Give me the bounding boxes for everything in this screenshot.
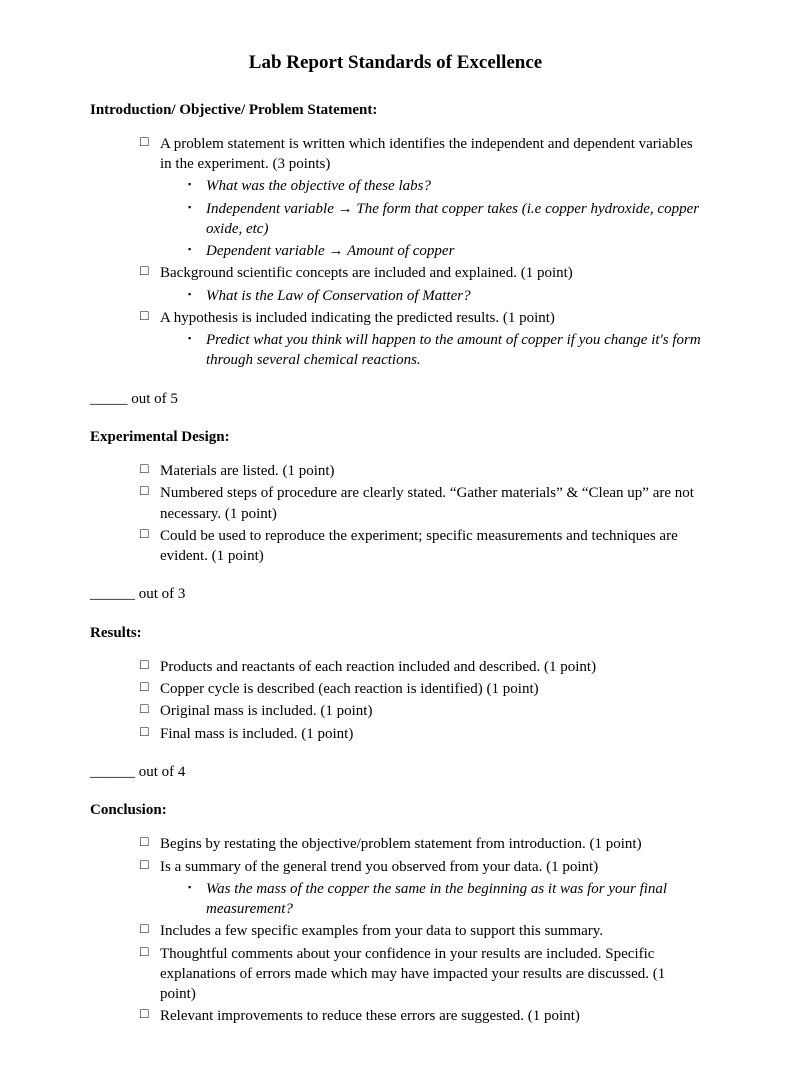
intro-item-1-sub-1: What was the objective of these labs? bbox=[188, 176, 701, 196]
intro-item-2-sub-1: What is the Law of Conservation of Matte… bbox=[188, 286, 701, 306]
results-list: Products and reactants of each reaction … bbox=[90, 657, 701, 744]
intro-item-1: A problem statement is written which ide… bbox=[140, 134, 701, 175]
intro-list: A problem statement is written which ide… bbox=[90, 134, 701, 371]
conclusion-item-2-sub-1: Was the mass of the copper the same in t… bbox=[188, 879, 701, 920]
results-item-2: Copper cycle is described (each reaction… bbox=[140, 679, 701, 699]
conclusion-item-2: Is a summary of the general trend you ob… bbox=[140, 857, 701, 877]
results-item-3: Original mass is included. (1 point) bbox=[140, 701, 701, 721]
design-item-2: Numbered steps of procedure are clearly … bbox=[140, 483, 701, 524]
page-title: Lab Report Standards of Excellence bbox=[90, 50, 701, 76]
conclusion-item-3: Includes a few specific examples from yo… bbox=[140, 921, 701, 941]
intro-item-1-sub-3: Dependent variable → Amount of copper bbox=[188, 241, 701, 261]
results-item-1: Products and reactants of each reaction … bbox=[140, 657, 701, 677]
intro-item-3: A hypothesis is included indicating the … bbox=[140, 308, 701, 328]
design-item-3: Could be used to reproduce the experimen… bbox=[140, 526, 701, 567]
intro-heading: Introduction/ Objective/ Problem Stateme… bbox=[90, 100, 701, 120]
results-score: ______ out of 4 bbox=[90, 762, 701, 782]
intro-item-3-sub-1: Predict what you think will happen to th… bbox=[188, 330, 701, 371]
conclusion-item-4: Thoughtful comments about your confidenc… bbox=[140, 944, 701, 1005]
design-score: ______ out of 3 bbox=[90, 584, 701, 604]
intro-item-2: Background scientific concepts are inclu… bbox=[140, 263, 701, 283]
results-item-4: Final mass is included. (1 point) bbox=[140, 724, 701, 744]
intro-score: _____ out of 5 bbox=[90, 389, 701, 409]
conclusion-item-1: Begins by restating the objective/proble… bbox=[140, 834, 701, 854]
conclusion-heading: Conclusion: bbox=[90, 800, 701, 820]
intro-item-1-sub-2: Independent variable → The form that cop… bbox=[188, 199, 701, 240]
results-heading: Results: bbox=[90, 623, 701, 643]
design-list: Materials are listed. (1 point) Numbered… bbox=[90, 461, 701, 566]
design-heading: Experimental Design: bbox=[90, 427, 701, 447]
design-item-1: Materials are listed. (1 point) bbox=[140, 461, 701, 481]
conclusion-list: Begins by restating the objective/proble… bbox=[90, 834, 701, 1026]
